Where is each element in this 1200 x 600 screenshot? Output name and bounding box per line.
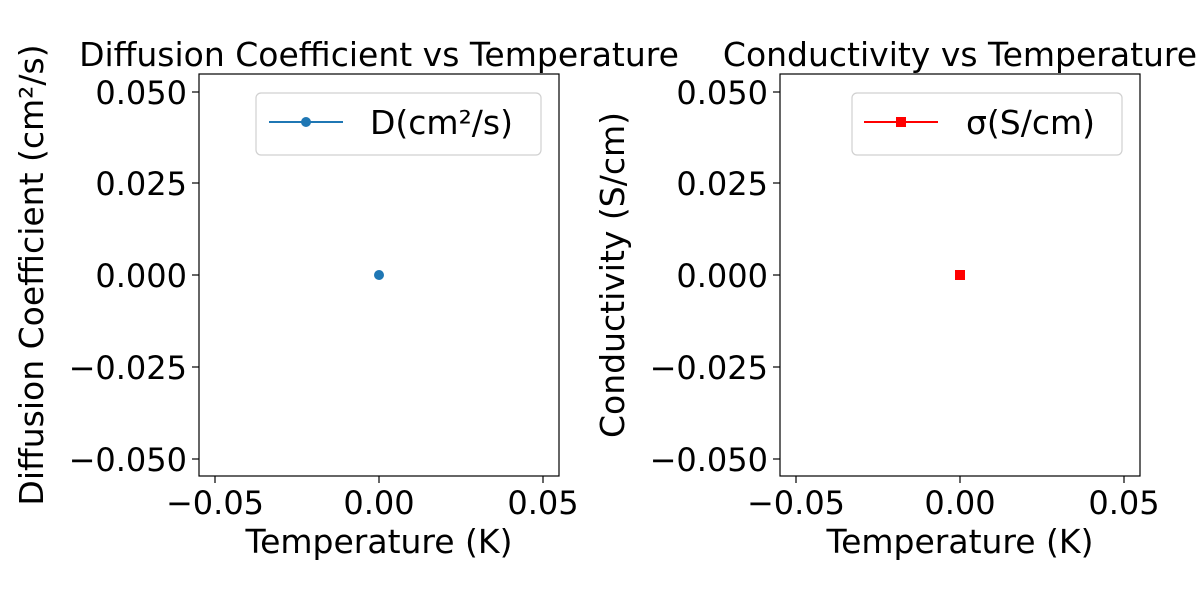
right-legend-box <box>851 92 1123 156</box>
left-ytick-label: 0.050 <box>95 74 187 112</box>
left-data-points <box>374 270 384 280</box>
left-subplot: Diffusion Coefficient vs Temperature −0.… <box>12 35 679 561</box>
left-ytick-label: −0.050 <box>69 441 187 479</box>
right-legend-marker <box>896 117 906 127</box>
right-xtick-label: 0.00 <box>924 484 995 522</box>
right-legend: σ(S/cm) <box>851 92 1123 156</box>
right-subplot: Conductivity vs Temperature −0.05 0.00 0… <box>593 35 1197 561</box>
left-x-ticks: −0.05 0.00 0.05 <box>166 476 579 522</box>
right-ytick-label: −0.025 <box>650 349 768 387</box>
left-xtick-label: 0.05 <box>507 484 578 522</box>
right-ytick-label: 0.000 <box>676 257 768 295</box>
right-xtick-label: −0.05 <box>747 484 845 522</box>
left-ytick-label: −0.025 <box>69 349 187 387</box>
left-x-axis-label: Temperature (K) <box>245 522 513 561</box>
left-xtick-label: −0.05 <box>166 484 264 522</box>
right-data-points <box>955 270 965 280</box>
right-chart-title: Conductivity vs Temperature <box>723 35 1197 74</box>
left-xtick-label: 0.00 <box>343 484 414 522</box>
right-y-ticks: −0.050 −0.025 0.000 0.025 0.050 <box>650 74 780 479</box>
left-legend-box <box>255 92 542 156</box>
right-ytick-label: 0.025 <box>676 165 768 203</box>
left-legend: D(cm²/s) <box>255 92 542 156</box>
right-ytick-label: −0.050 <box>650 441 768 479</box>
left-chart-title: Diffusion Coefficient vs Temperature <box>79 35 679 74</box>
left-legend-label: D(cm²/s) <box>370 103 513 142</box>
right-legend-label: σ(S/cm) <box>966 103 1095 142</box>
left-legend-marker <box>301 117 311 127</box>
left-ytick-label: 0.025 <box>95 165 187 203</box>
right-y-axis-label: Conductivity (S/cm) <box>593 112 632 438</box>
left-ytick-label: 0.000 <box>95 257 187 295</box>
left-y-axis-label: Diffusion Coefficient (cm²/s) <box>12 44 51 505</box>
left-y-ticks: −0.050 −0.025 0.000 0.025 0.050 <box>69 74 199 479</box>
right-ytick-label: 0.050 <box>676 74 768 112</box>
right-x-axis-label: Temperature (K) <box>826 522 1094 561</box>
right-x-ticks: −0.05 0.00 0.05 <box>747 476 1160 522</box>
right-xtick-label: 0.05 <box>1088 484 1159 522</box>
right-data-point <box>955 270 965 280</box>
left-data-point <box>374 270 384 280</box>
